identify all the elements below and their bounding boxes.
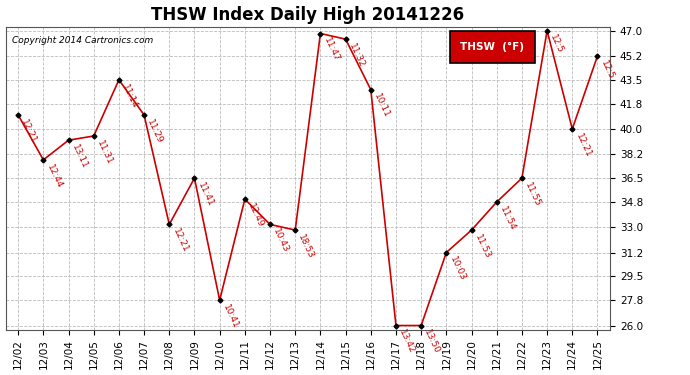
Text: 12:21: 12:21 [573,132,593,159]
Text: 13:42: 13:42 [397,328,416,356]
Text: 10:11: 10:11 [372,93,391,120]
Text: 11:53: 11:53 [473,233,492,260]
Text: 12:49: 12:49 [246,202,265,229]
Text: 12:21: 12:21 [170,227,190,254]
Text: 11:41: 11:41 [196,181,215,208]
Text: 11:32: 11:32 [347,42,366,69]
Text: 11:14: 11:14 [120,82,139,110]
Text: 13:11: 13:11 [70,143,89,170]
Text: 11:29: 11:29 [146,118,164,145]
Text: 10:43: 10:43 [271,227,290,254]
Text: 10:03: 10:03 [448,255,467,282]
FancyBboxPatch shape [450,31,535,63]
Text: 18:53: 18:53 [297,233,316,260]
Text: 11:55: 11:55 [523,181,542,208]
Text: 11:54: 11:54 [498,205,517,232]
Title: THSW Index Daily High 20141226: THSW Index Daily High 20141226 [151,6,464,24]
Text: 12:44: 12:44 [45,163,63,189]
Text: Copyright 2014 Cartronics.com: Copyright 2014 Cartronics.com [12,36,153,45]
Text: 11:47: 11:47 [322,36,341,63]
Text: 12:5: 12:5 [599,59,615,81]
Text: 10:41: 10:41 [221,303,240,330]
Text: 12:5: 12:5 [549,33,565,56]
Text: 12:21: 12:21 [19,118,39,145]
Text: 11:31: 11:31 [95,139,115,166]
Text: 13:50: 13:50 [422,328,442,356]
Text: THSW  (°F): THSW (°F) [460,42,524,52]
